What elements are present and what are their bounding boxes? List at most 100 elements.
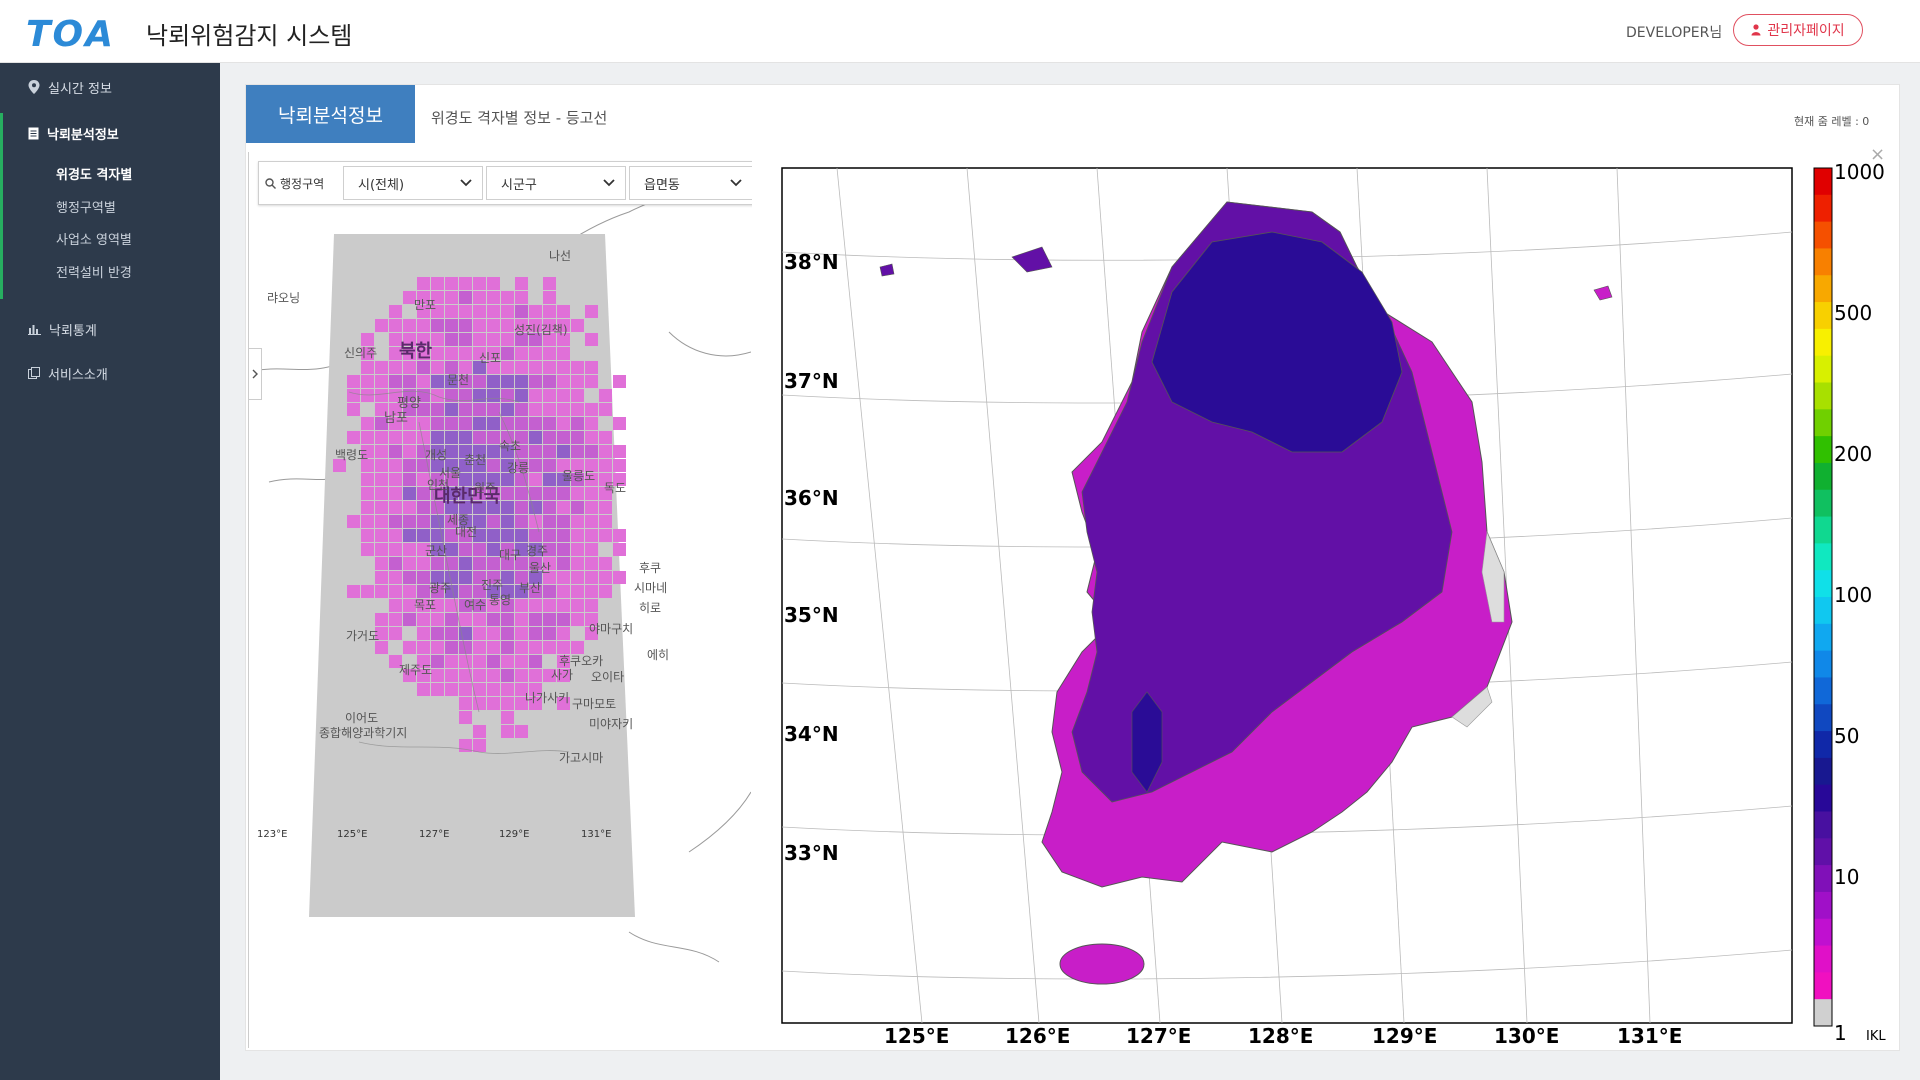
chevron-down-icon: [603, 179, 615, 187]
grid-cell: [431, 389, 444, 402]
grid-cell: [459, 445, 472, 458]
grid-cell: [585, 431, 598, 444]
map-label: 랴오닝: [267, 291, 300, 305]
grid-cell: [459, 375, 472, 388]
grid-cell: [585, 487, 598, 500]
grid-cell: [515, 487, 528, 500]
lon-tick-label: 123°E: [257, 829, 287, 840]
grid-cell: [501, 655, 514, 668]
grid-cell: [543, 333, 556, 346]
district-select[interactable]: 시군구: [486, 166, 626, 200]
colorbar-band: [1814, 489, 1832, 518]
sidebar-item-label: 낙뢰분석정보: [47, 127, 119, 143]
grid-cell: [375, 375, 388, 388]
map-label: 종합해양과학기지: [319, 726, 407, 740]
grid-cell: [473, 683, 486, 696]
grid-cell: [599, 431, 612, 444]
grid-cell: [361, 473, 374, 486]
grid-cell: [473, 305, 486, 318]
grid-cell: [445, 487, 458, 500]
grid-cell: [417, 501, 430, 514]
grid-cell: [473, 445, 486, 458]
grid-cell: [557, 613, 570, 626]
sidebar-item-lightning-stats[interactable]: 낙뢰통계: [0, 309, 220, 349]
close-icon[interactable]: ×: [1870, 144, 1886, 165]
sidebar-subitem-latlon-grid[interactable]: 위경도 격자별: [56, 168, 133, 183]
grid-cell: [571, 375, 584, 388]
toa-logo[interactable]: TOA: [26, 14, 116, 55]
colorbar-band: [1814, 436, 1832, 464]
grid-cell: [501, 529, 514, 542]
grid-cell: [375, 403, 388, 416]
grid-cell: [529, 473, 542, 486]
grid-cell: [599, 473, 612, 486]
grid-cell: [389, 557, 402, 570]
grid-cell: [529, 683, 542, 696]
grid-cell: [529, 487, 542, 500]
sidebar-item-lightning-analysis[interactable]: 낙뢰분석정보: [0, 113, 220, 153]
grid-cell: [473, 641, 486, 654]
grid-map[interactable]: 북한 대한민국 평양 남포 신의주 문천 만포 나선 성진(김책) 신포 랴오닝 백령도 개성 서울 인천 춘…: [248, 152, 760, 1048]
grid-cell: [501, 557, 514, 570]
grid-cell: [557, 375, 570, 388]
colorbar-band: [1814, 650, 1832, 678]
document-icon: [28, 127, 39, 139]
lightning-grid-cells: [333, 277, 626, 752]
sidebar-item-label: 실시간 정보: [48, 81, 112, 97]
town-select[interactable]: 읍면동: [629, 166, 753, 200]
grid-cell: [543, 473, 556, 486]
panel-collapse-toggle[interactable]: [249, 348, 262, 400]
grid-cell: [473, 277, 486, 290]
map-label: 진주: [481, 578, 503, 592]
grid-cell: [501, 585, 514, 598]
grid-cell: [459, 291, 472, 304]
tab-lightning-analysis[interactable]: 낙뢰분석정보: [246, 85, 415, 143]
grid-cell: [347, 585, 360, 598]
grid-cell: [571, 459, 584, 472]
grid-cell: [515, 571, 528, 584]
grid-cell: [403, 613, 416, 626]
grid-cell: [375, 389, 388, 402]
grid-cell: [585, 501, 598, 514]
grid-cell: [375, 501, 388, 514]
grid-cell: [515, 473, 528, 486]
grid-cell: [571, 543, 584, 556]
grid-cell: [459, 599, 472, 612]
sidebar-subitem-facility-radius[interactable]: 전력설비 반경: [56, 266, 132, 281]
content-panel: 낙뢰분석정보 위경도 격자별 정보 - 등고선 현재 줌 레벨 : 0 북한 대한…: [245, 84, 1900, 1051]
grid-cell: [557, 305, 570, 318]
grid-cell: [487, 683, 500, 696]
city-select[interactable]: 시(전체): [343, 166, 483, 200]
grid-cell: [585, 515, 598, 528]
grid-cell: [445, 277, 458, 290]
grid-cell: [417, 389, 430, 402]
grid-cell: [529, 585, 542, 598]
region-filter-label-wrap: 행정구역: [259, 175, 343, 192]
grid-cell: [501, 641, 514, 654]
sidebar-item-service-intro[interactable]: 서비스소개: [0, 353, 220, 393]
grid-cell: [515, 557, 528, 570]
grid-cell: [431, 459, 444, 472]
sidebar-subitem-office-area[interactable]: 사업소 영역별: [56, 233, 132, 248]
east-coast-gray: [1481, 530, 1505, 623]
grid-cell: [459, 333, 472, 346]
colorbar-tick-label: 1: [1834, 1021, 1847, 1045]
colorbar-band: [1814, 731, 1832, 759]
grid-cell: [557, 459, 570, 472]
admin-page-button[interactable]: 관리자페이지: [1733, 14, 1863, 46]
sidebar-item-label: 서비스소개: [48, 367, 108, 383]
contour-map[interactable]: 38°N 37°N 36°N 35°N 34°N 33°N 125°E 126°E 127°E…: [752, 152, 1898, 1048]
sidebar-item-realtime[interactable]: 실시간 정보: [0, 67, 220, 107]
user-icon: [1751, 24, 1761, 36]
grid-cell: [529, 501, 542, 514]
sidebar-subitem-admin-district[interactable]: 행정구역별: [56, 201, 116, 216]
grid-cell: [557, 417, 570, 430]
grid-cell: [417, 613, 430, 626]
grid-cell: [599, 501, 612, 514]
grid-cell: [529, 627, 542, 640]
grid-cell: [501, 291, 514, 304]
grid-cell: [543, 459, 556, 472]
grid-cell: [431, 557, 444, 570]
colorbar-band: [1814, 194, 1832, 223]
